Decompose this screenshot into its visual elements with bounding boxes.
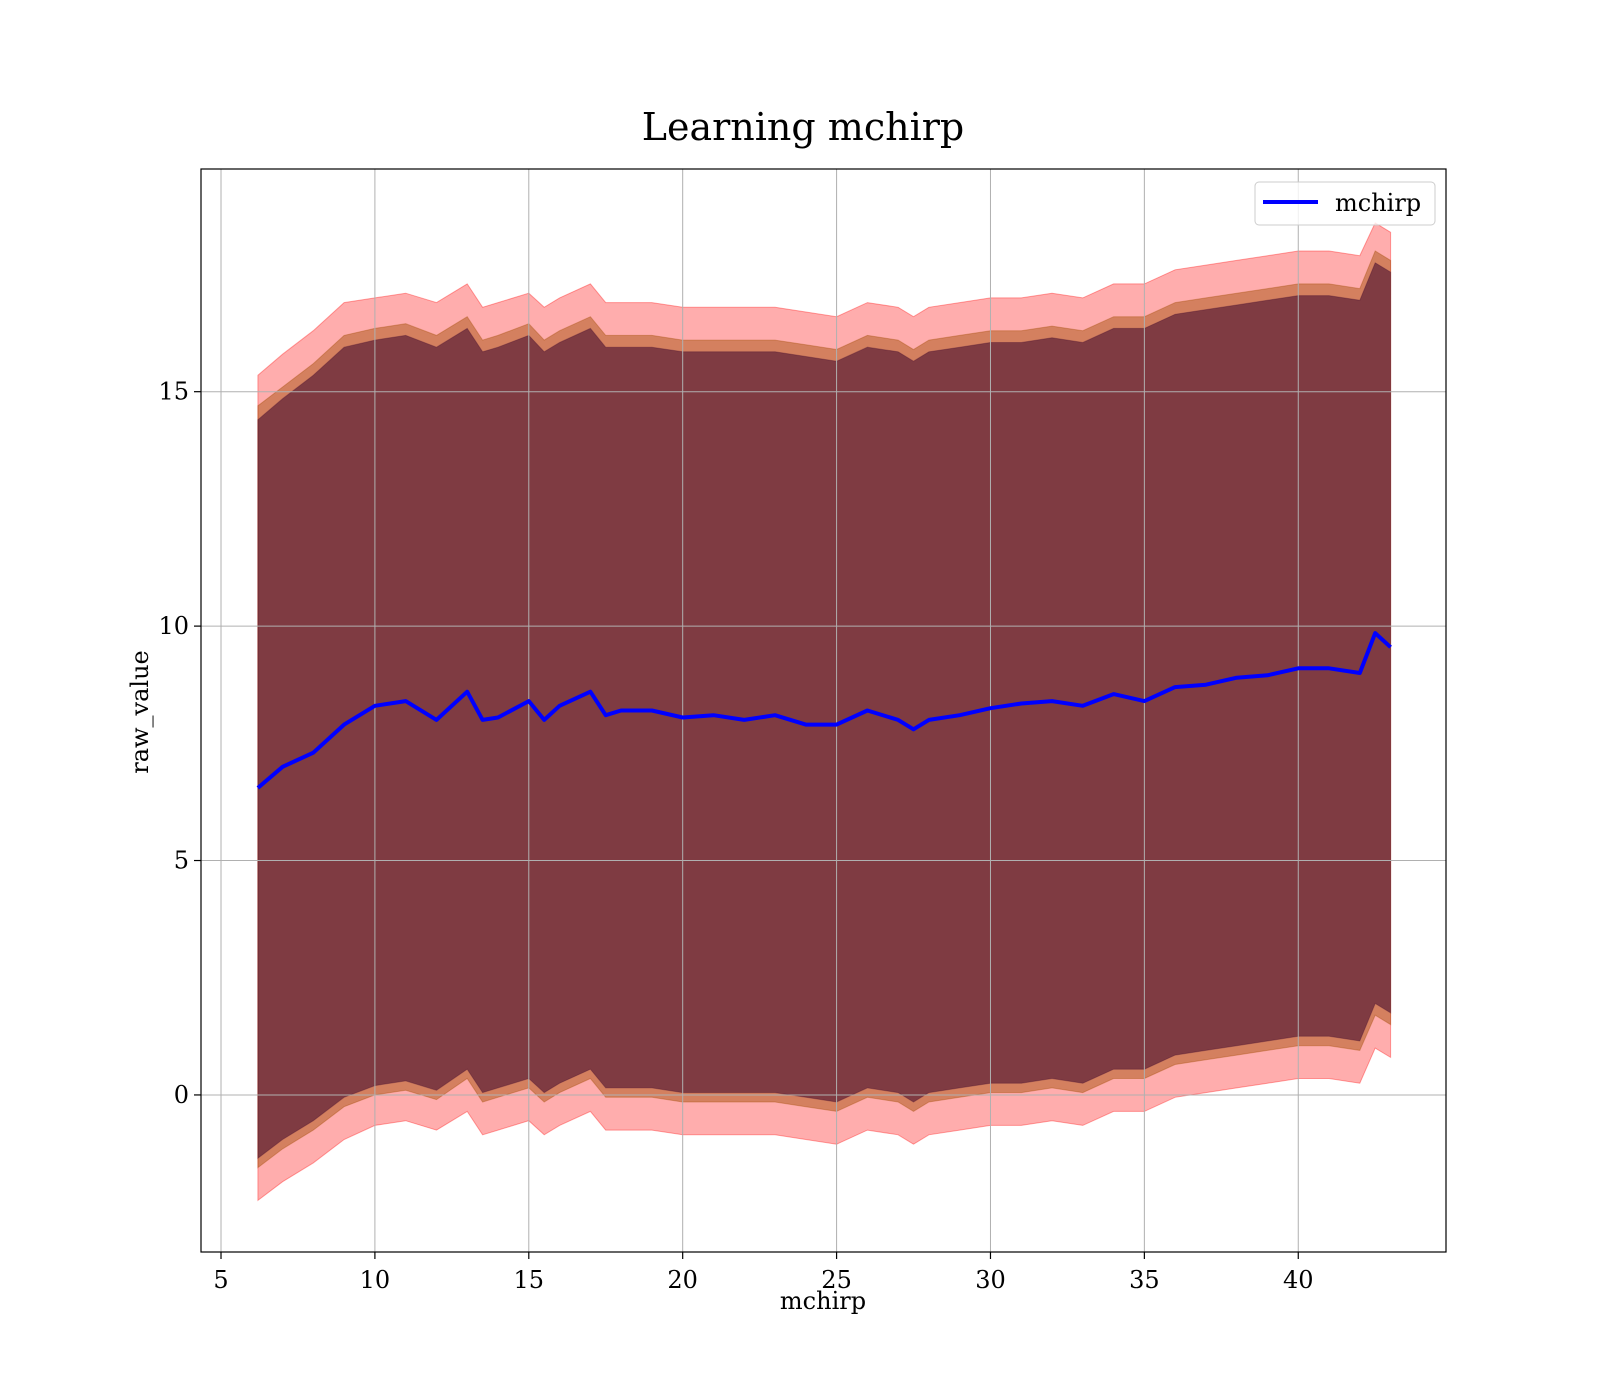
x-tick-label: 25 [821,1266,852,1294]
y-tick-label: 5 [174,847,189,875]
uncertainty-bands [257,222,1392,1202]
y-tick-label: 0 [174,1081,189,1109]
legend-label-mchirp: mchirp [1335,189,1421,217]
legend-box [1254,181,1436,226]
band-inner [257,262,1392,1160]
x-tick-label: 5 [213,1266,228,1294]
x-tick-label: 30 [975,1266,1006,1294]
x-axis-label: mchirp [780,1287,866,1315]
x-tick-label: 40 [1283,1266,1314,1294]
x-tick-label: 35 [1129,1266,1160,1294]
y-axis-ticks: 0 5 10 15 [158,378,201,1109]
x-tick-label: 10 [360,1266,391,1294]
legend: mchirp [1254,181,1436,226]
y-tick-label: 15 [158,378,189,406]
grid-lines [201,169,1446,1252]
y-axis-label: raw_value [126,650,154,774]
series-line-mchirp [256,631,1392,790]
mean-line-group [256,631,1392,790]
plot-area-frame [200,168,1447,1253]
chart-title: Learning mchirp [642,105,964,149]
x-axis-ticks: 5 10 15 20 25 30 35 40 [213,1252,1314,1294]
x-tick-label: 20 [667,1266,698,1294]
y-tick-label: 10 [158,612,189,640]
x-tick-label: 15 [514,1266,545,1294]
